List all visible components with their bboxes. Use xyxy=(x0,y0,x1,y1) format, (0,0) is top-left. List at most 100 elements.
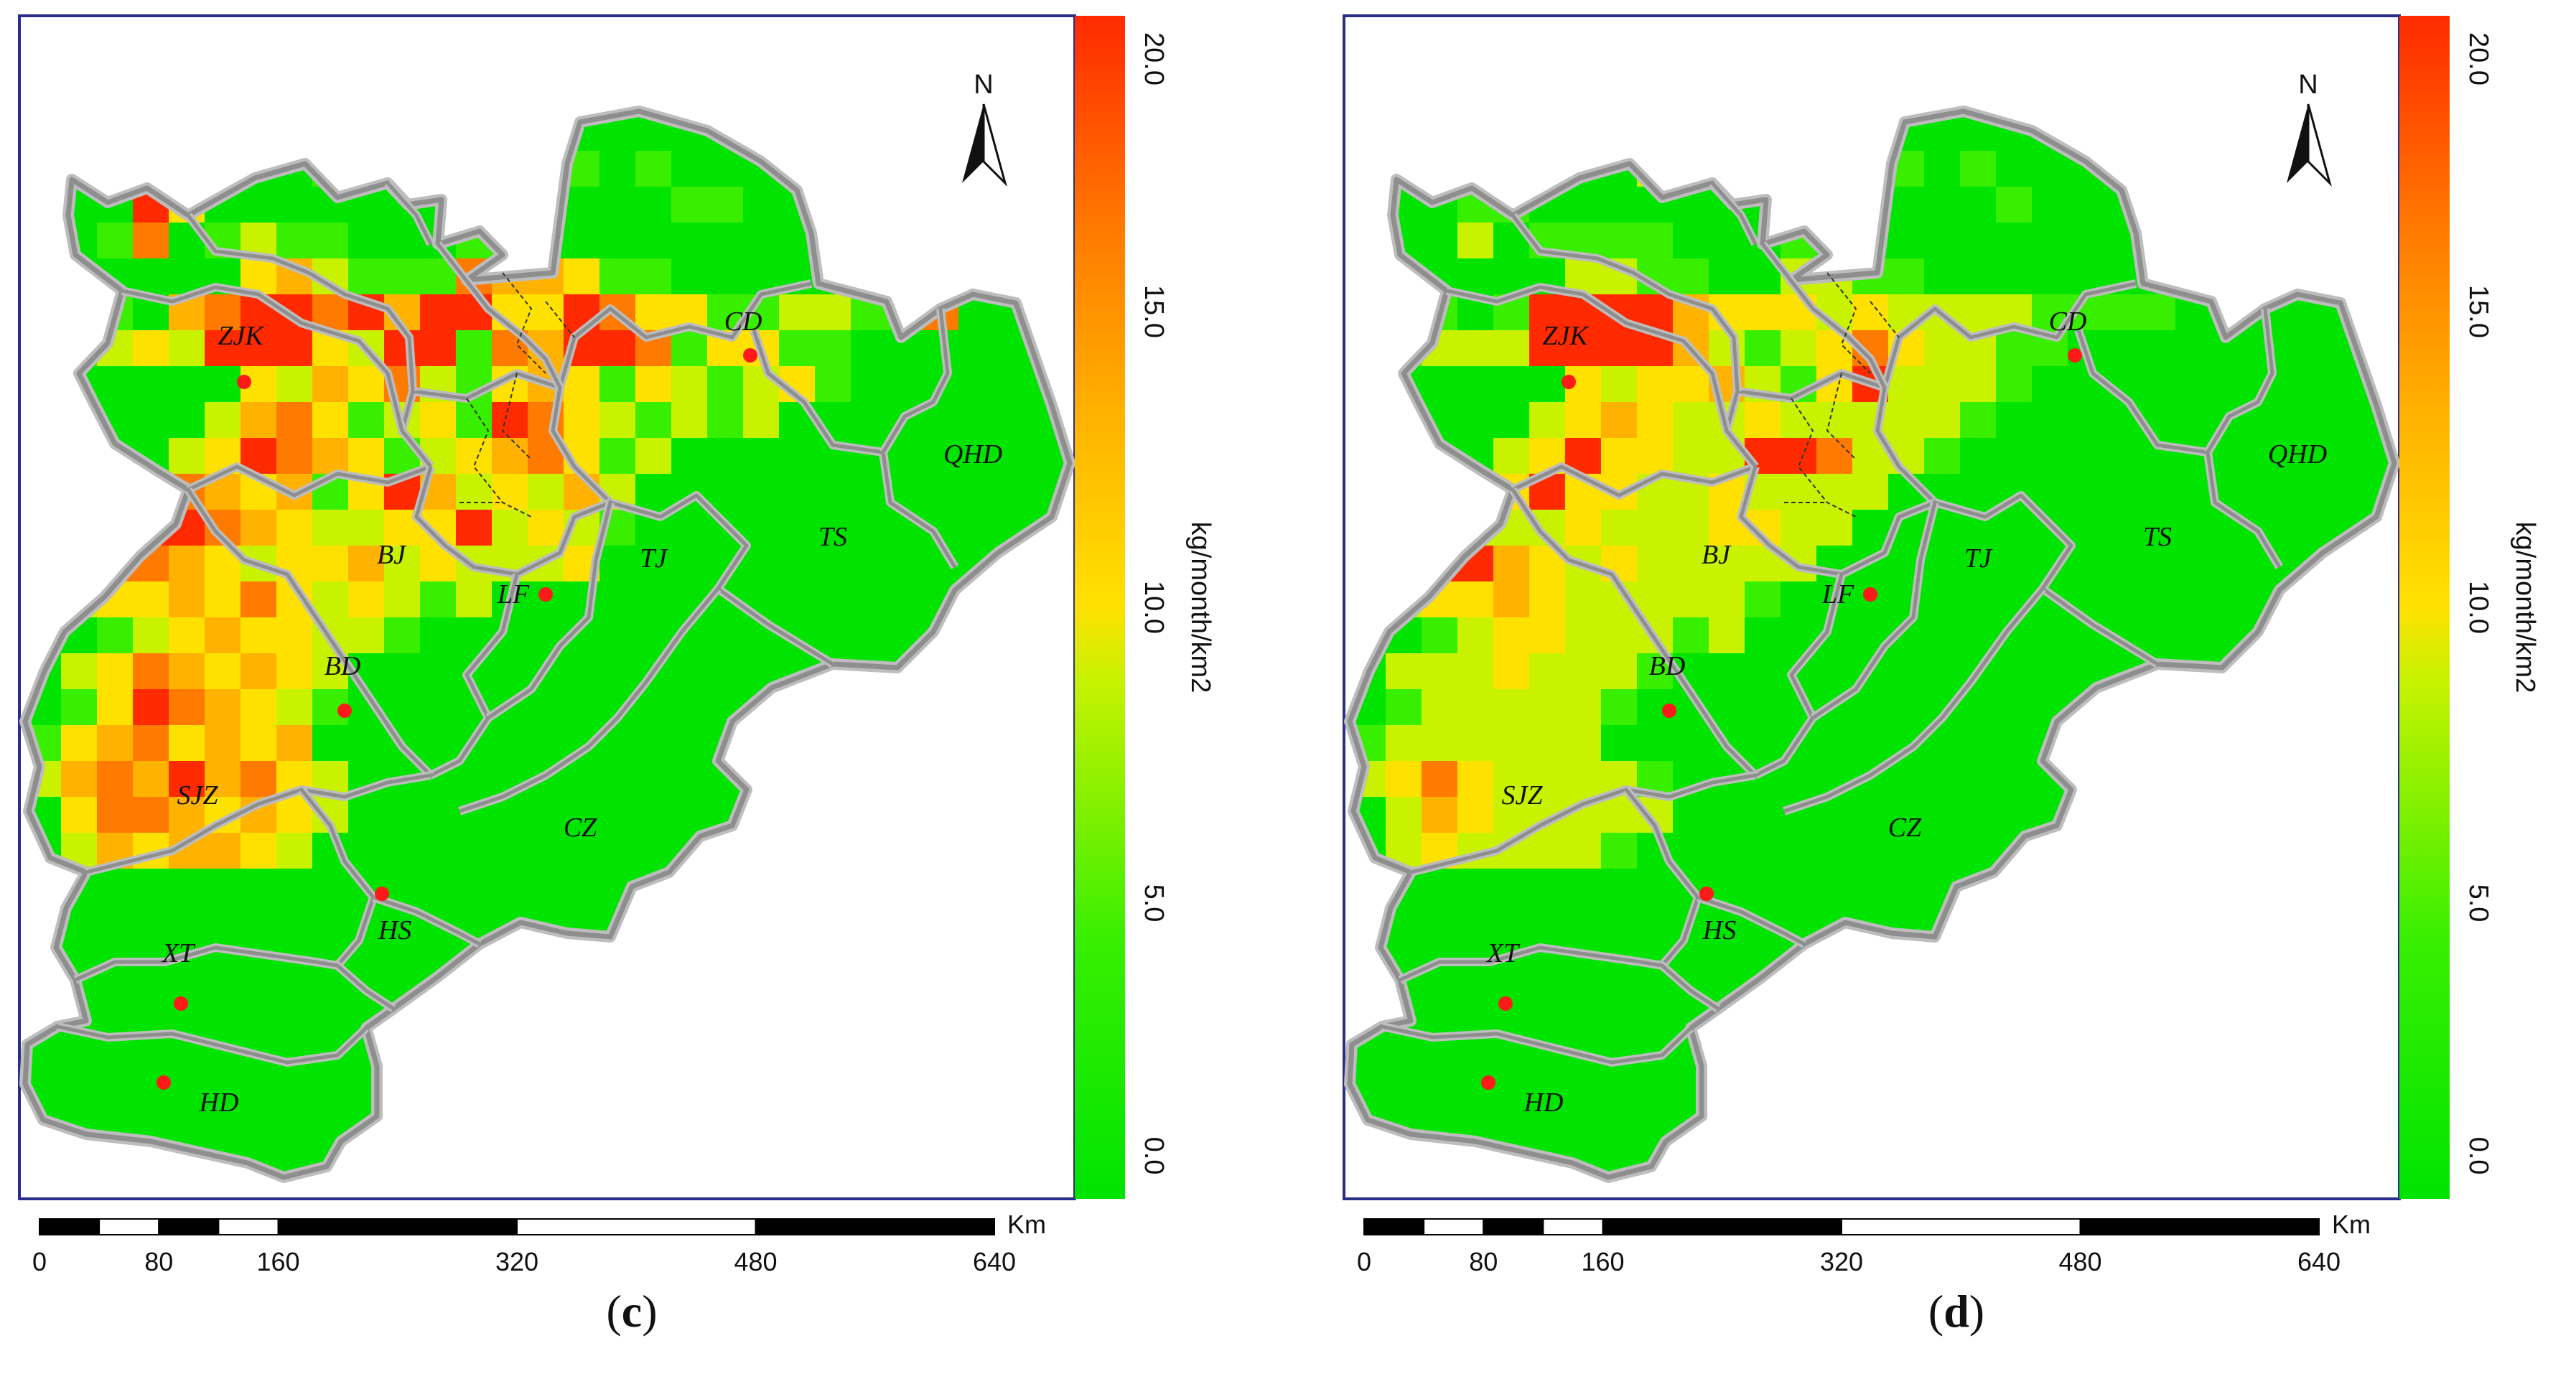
city-border xyxy=(373,895,481,946)
grid-cell xyxy=(1457,581,1493,617)
grid-cell xyxy=(1924,366,1960,402)
scale-label: 480 xyxy=(2058,1247,2101,1276)
grid-cell xyxy=(671,330,707,366)
grid-cell xyxy=(312,438,348,474)
grid-cell xyxy=(1996,187,2032,223)
north-arrow-label: N xyxy=(2298,70,2318,100)
city-border xyxy=(1725,371,1885,468)
colorbar-tick-label: 5.0 xyxy=(2463,884,2493,922)
grid-cell xyxy=(456,581,492,617)
place-label-xt: XT xyxy=(1485,938,1521,968)
grid-cell xyxy=(1457,797,1493,833)
grid-cell xyxy=(384,546,420,581)
grid-cell xyxy=(420,581,456,617)
grid-cell xyxy=(169,617,205,653)
scale-segment xyxy=(277,1218,518,1235)
city-border xyxy=(187,464,431,497)
grid-cell xyxy=(97,223,133,258)
city-border xyxy=(1511,464,1756,497)
scale-bar: 0 80 160 320 480 640 Km xyxy=(32,1210,1046,1276)
place-label-ts: TS xyxy=(2143,522,2172,552)
grid-cell xyxy=(1493,761,1529,797)
scale-label: 0 xyxy=(1357,1247,1371,1276)
grid-cell xyxy=(241,402,276,438)
grid-cell xyxy=(97,617,133,653)
grid-cell xyxy=(1493,546,1529,581)
scale-segment xyxy=(1542,1218,1604,1235)
grid-cell xyxy=(564,366,599,402)
city-border xyxy=(429,574,519,777)
grid-cell xyxy=(635,151,671,187)
map-svg-d: ZJK CD QHD TS BJ TJ LF BD SJZ CZ HS XT HD N 0.0 5.0 10.0… xyxy=(1343,14,2540,1276)
grid-cell xyxy=(1960,366,1996,402)
panel-caption-d: (d) xyxy=(1928,1286,1985,1337)
grid-cell xyxy=(1386,689,1422,725)
scale-segment xyxy=(1483,1218,1544,1235)
city-dot xyxy=(174,996,188,1011)
grid-cell xyxy=(241,617,276,653)
outer-border xyxy=(22,108,1073,1180)
grid-cell xyxy=(1888,366,1924,402)
grid-cell xyxy=(276,617,312,653)
panel-caption-c: (c) xyxy=(606,1286,658,1337)
scale-segment xyxy=(1841,1218,2081,1235)
grid-cell xyxy=(635,366,671,402)
grid-cell xyxy=(205,402,241,438)
grid-cell xyxy=(1601,330,1637,366)
city-border xyxy=(1697,895,1806,946)
colorbar xyxy=(2399,16,2450,1199)
grid-cell xyxy=(61,761,97,797)
grid-cell xyxy=(1565,581,1601,617)
grid-cell xyxy=(1601,402,1637,438)
grid-cell xyxy=(1565,330,1601,366)
grid-cell xyxy=(1422,617,1457,653)
grid-cell xyxy=(1493,581,1529,617)
grid-cell xyxy=(492,402,528,438)
grid-cell xyxy=(1637,223,1673,258)
grid-cell xyxy=(1673,402,1709,438)
colorbar xyxy=(1075,16,1125,1199)
grid-cell xyxy=(276,402,312,438)
grid-cell xyxy=(312,366,348,402)
city-border xyxy=(551,387,834,666)
grid-cell xyxy=(599,330,635,366)
scale-segment xyxy=(158,1218,220,1235)
scale-label: 160 xyxy=(256,1247,299,1276)
city-border xyxy=(400,371,561,468)
grid-cell xyxy=(348,546,384,581)
grid-cell xyxy=(241,510,276,546)
grid-cell xyxy=(1637,366,1673,402)
grid-cell xyxy=(169,689,205,725)
grid-cell xyxy=(1601,833,1637,869)
grid-cell xyxy=(1781,438,1816,474)
grid-cell xyxy=(348,366,384,402)
city-dot xyxy=(1863,587,1877,602)
place-label-hd: HD xyxy=(1523,1088,1564,1118)
grid-cell xyxy=(133,725,169,761)
grid-cell xyxy=(1637,546,1673,581)
grid-cell xyxy=(97,797,133,833)
place-label-cz: CZ xyxy=(564,813,597,843)
place-label-zjk: ZJK xyxy=(1542,321,1589,351)
grid-cell xyxy=(1529,653,1565,689)
grid-cell xyxy=(169,653,205,689)
scale-label: 80 xyxy=(1469,1247,1498,1276)
city-border xyxy=(1761,243,1887,389)
grid-cell xyxy=(1960,151,1996,187)
grid-cell xyxy=(1601,366,1637,402)
city-dot xyxy=(743,348,757,363)
grid-cell xyxy=(1816,474,1852,510)
place-label-bd: BD xyxy=(1649,651,1686,681)
city-border xyxy=(57,1024,368,1065)
place-label-sjz: SJZ xyxy=(1502,780,1544,810)
grid-cell xyxy=(1816,438,1852,474)
city-border xyxy=(121,285,404,431)
grid-cell xyxy=(635,438,671,474)
grid-cell xyxy=(1565,761,1601,797)
grid-cell xyxy=(779,330,815,366)
grid-cell xyxy=(348,258,384,294)
place-label-tj: TJ xyxy=(1964,543,1993,574)
grid-cell xyxy=(420,330,456,366)
grid-cell xyxy=(169,438,205,474)
city-border xyxy=(1711,182,1758,246)
